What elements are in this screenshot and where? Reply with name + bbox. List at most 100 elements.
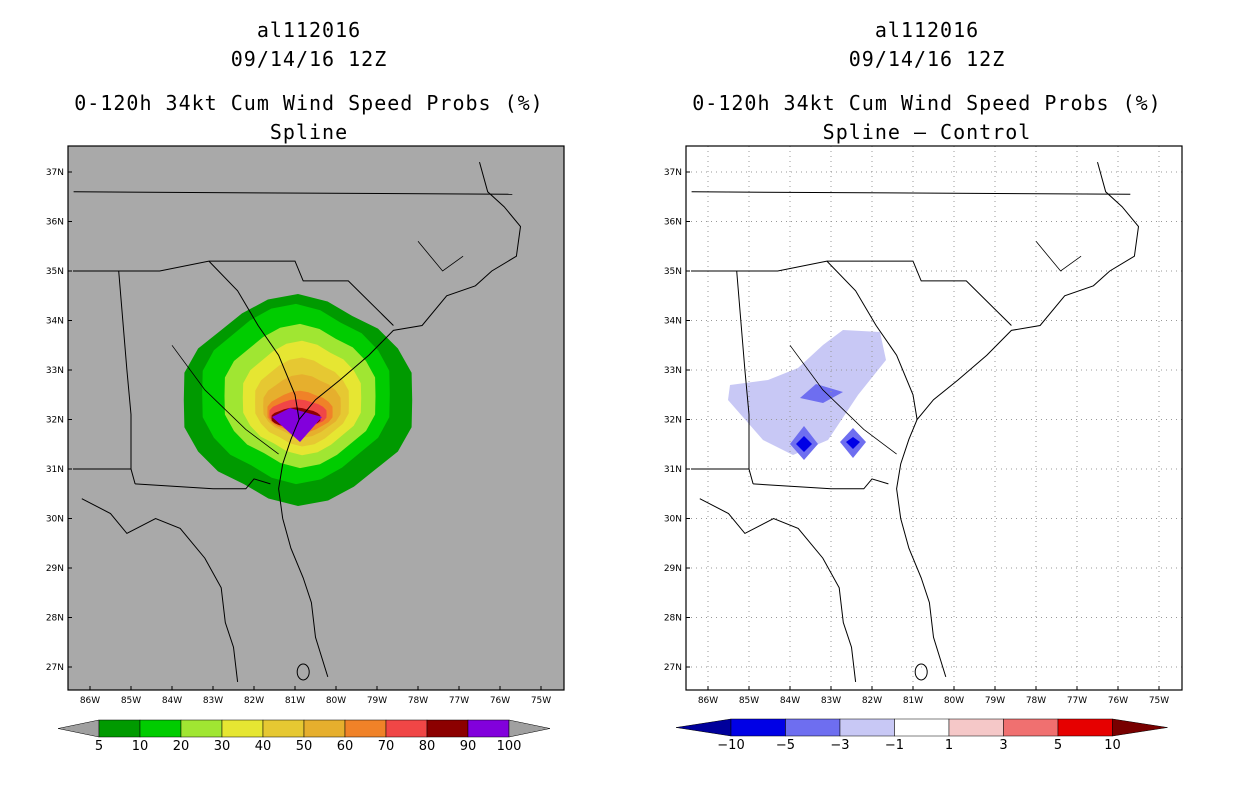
state-boundary bbox=[736, 270, 754, 485]
lon-tick-label: 80W bbox=[326, 696, 346, 706]
left-map: 37N 36N 35N 34N 33N 32N 31N 30N 29N 28N 27N 86W 85W 8… bbox=[46, 145, 565, 754]
right-map: 37N 36N 35N 34N 33N 32N 31N 30N 29N 28N 27N 86W 85W 8… bbox=[664, 145, 1183, 753]
colorbar-swatch bbox=[426, 719, 469, 738]
colorbar-label: 30 bbox=[214, 739, 231, 754]
lat-tick-label: 28N bbox=[46, 614, 64, 624]
colorbar-label: 10 bbox=[1104, 738, 1121, 753]
colorbar-high-arrow bbox=[508, 719, 551, 738]
colorbar-swatch bbox=[1003, 718, 1059, 737]
lon-tick-label: 83W bbox=[203, 696, 223, 706]
lon-tick-label: 85W bbox=[121, 696, 141, 706]
lon-tick-label: 84W bbox=[162, 696, 182, 706]
colorbar-label: 80 bbox=[419, 739, 436, 754]
colorbar-swatch bbox=[785, 718, 841, 737]
datetime-title: 09/14/16 12Z bbox=[230, 47, 388, 71]
lat-tick-label: 31N bbox=[46, 465, 64, 475]
lat-tick-label: 29N bbox=[664, 564, 682, 574]
colorbar-low-arrow bbox=[675, 718, 732, 737]
lon-tick-label: 83W bbox=[821, 696, 841, 706]
state-boundary bbox=[691, 260, 1012, 326]
colorbar-swatch bbox=[1057, 718, 1113, 737]
colorbar-low-arrow bbox=[57, 719, 100, 738]
lat-tick-label: 36N bbox=[46, 218, 64, 228]
colorbar-high-arrow bbox=[1112, 718, 1168, 737]
map-frame bbox=[685, 145, 1183, 691]
lat-tick-label: 32N bbox=[46, 416, 64, 426]
gulf-coastline bbox=[699, 498, 857, 682]
river-line bbox=[417, 241, 464, 272]
colorbar-label: 5 bbox=[1054, 738, 1062, 753]
lon-tick-label: 75W bbox=[531, 696, 551, 706]
colorbar-label: 90 bbox=[460, 739, 477, 754]
colorbar-label: 3 bbox=[999, 738, 1007, 753]
lon-tick-label: 81W bbox=[903, 696, 923, 706]
colorbar-label: −10 bbox=[717, 738, 744, 753]
colorbar-label: 60 bbox=[337, 739, 354, 754]
lat-tick-label: 28N bbox=[664, 614, 682, 624]
state-boundary bbox=[73, 260, 394, 326]
map-frame bbox=[67, 145, 565, 691]
lon-tick-label: 86W bbox=[80, 696, 100, 706]
lat-tick-label: 33N bbox=[46, 366, 64, 376]
lat-tick-label: 37N bbox=[664, 168, 682, 178]
river-line bbox=[171, 345, 279, 455]
colorbar-swatch bbox=[139, 719, 182, 738]
lat-tick-label: 27N bbox=[46, 663, 64, 673]
lat-tick-label: 30N bbox=[46, 515, 64, 525]
colorbar-swatch bbox=[948, 718, 1004, 737]
lon-tick-label: 75W bbox=[1149, 696, 1169, 706]
atlantic-coastline bbox=[896, 161, 1140, 678]
lat-tick-label: 37N bbox=[46, 168, 64, 178]
difference-contour-minus-5 bbox=[846, 437, 860, 449]
river-line bbox=[789, 345, 897, 455]
colorbar-swatch bbox=[344, 719, 387, 738]
lat-tick-label: 34N bbox=[664, 317, 682, 327]
colorbar-label: 40 bbox=[255, 739, 272, 754]
colorbar-label: −1 bbox=[885, 738, 904, 753]
colorbar-swatch bbox=[98, 719, 141, 738]
state-boundary bbox=[73, 191, 513, 195]
lon-tick-label: 76W bbox=[490, 696, 510, 706]
lon-tick-label: 77W bbox=[1067, 696, 1087, 706]
storm-id-title: al112016 bbox=[874, 18, 980, 42]
colorbar-label: 100 bbox=[497, 739, 522, 754]
lake-okeechobee-outline bbox=[914, 663, 928, 681]
state-boundary bbox=[691, 191, 1131, 195]
left-panel: al112016 09/14/16 12Z 0-120h 34kt Cum Wi… bbox=[46, 18, 565, 754]
product-title: 0-120h 34kt Cum Wind Speed Probs (%) bbox=[74, 91, 544, 115]
lat-tick-label: 36N bbox=[664, 218, 682, 228]
lat-tick-label: 33N bbox=[664, 366, 682, 376]
colorbar-swatch bbox=[894, 718, 950, 737]
colorbar-label: 1 bbox=[945, 738, 953, 753]
lon-tick-label: 80W bbox=[944, 696, 964, 706]
lon-tick-label: 79W bbox=[985, 696, 1005, 706]
colorbar-label: 70 bbox=[378, 739, 395, 754]
colorbar-swatch bbox=[221, 719, 264, 738]
product-title: 0-120h 34kt Cum Wind Speed Probs (%) bbox=[692, 91, 1162, 115]
datetime-title: 09/14/16 12Z bbox=[848, 47, 1006, 71]
lon-tick-label: 84W bbox=[780, 696, 800, 706]
colorbar-label: 10 bbox=[132, 739, 149, 754]
colorbar-swatch bbox=[262, 719, 305, 738]
colorbar-label: 50 bbox=[296, 739, 313, 754]
state-boundary bbox=[208, 260, 300, 420]
lon-tick-label: 81W bbox=[285, 696, 305, 706]
gulf-coastline bbox=[81, 498, 239, 682]
lat-tick-label: 35N bbox=[46, 267, 64, 277]
lon-tick-label: 85W bbox=[739, 696, 759, 706]
lat-tick-label: 35N bbox=[664, 267, 682, 277]
lon-tick-label: 79W bbox=[367, 696, 387, 706]
lat-tick-label: 30N bbox=[664, 515, 682, 525]
state-boundary bbox=[135, 478, 271, 490]
state-boundary bbox=[118, 270, 136, 485]
lon-tick-label: 78W bbox=[408, 696, 428, 706]
lon-tick-label: 82W bbox=[244, 696, 264, 706]
lon-tick-label: 82W bbox=[862, 696, 882, 706]
colorbar-swatch bbox=[180, 719, 223, 738]
difference-contour-minus-5 bbox=[796, 436, 812, 452]
difference-contour-minus-3 bbox=[800, 384, 843, 403]
colorbar-swatch bbox=[385, 719, 428, 738]
state-boundary bbox=[826, 260, 918, 420]
panel-subtitle: Spline bbox=[269, 120, 349, 144]
storm-id-title: al112016 bbox=[256, 18, 362, 42]
